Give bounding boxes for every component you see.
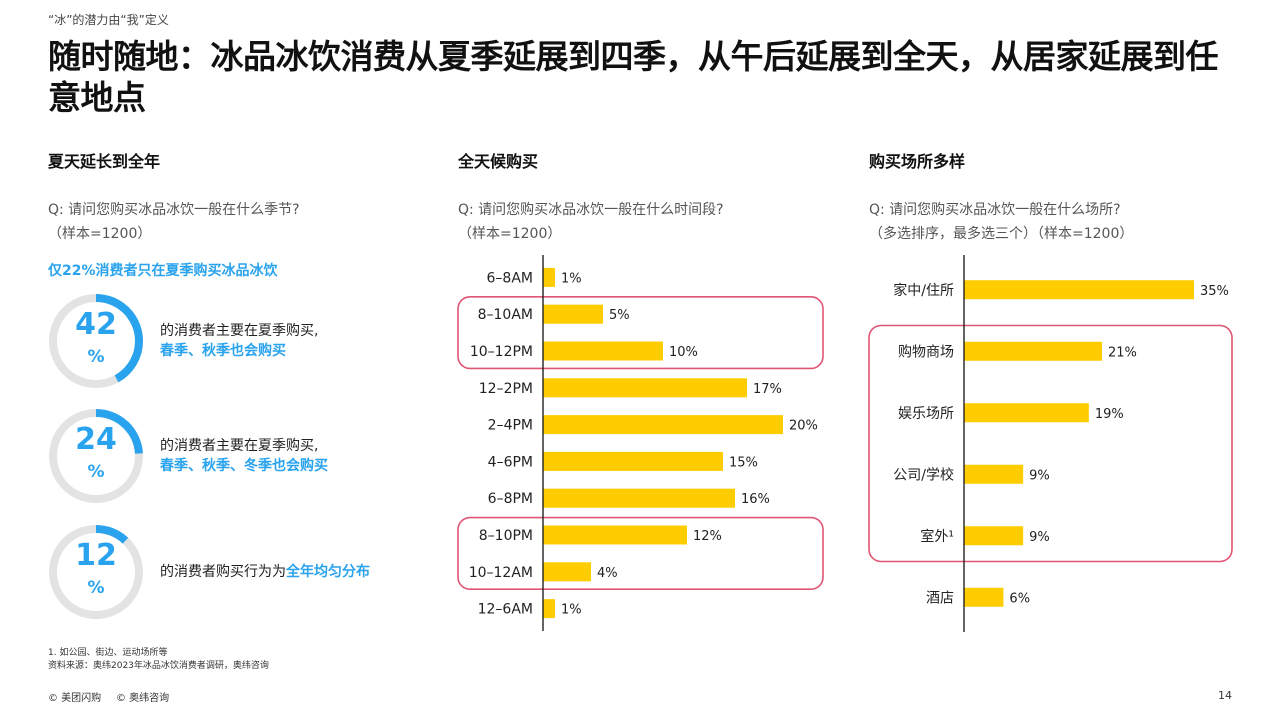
bar (543, 415, 783, 435)
page-title: 随时随地：冰品冰饮消费从夏季延展到四季，从午后延展到全天，从居家延展到任意地点 (48, 37, 1219, 117)
value-label: 6% (1009, 591, 1030, 606)
stat-2-line1: 的消费者主要在夏季购买, (160, 438, 319, 454)
value-label: 1% (561, 603, 582, 618)
ring-value: 12 (75, 538, 117, 573)
stat-2-description: 的消费者主要在夏季购买, 春季、秋季、冬季也会购买 (160, 436, 328, 476)
bar (543, 599, 555, 619)
right-question-text: Q: 请问您购买冰品冰饮一般在什么场所? (869, 202, 1121, 218)
stat-1-line2: 春季、秋季也会购买 (160, 343, 286, 359)
category-label: 娱乐场所 (898, 406, 954, 422)
copyright-meituan: © 美团闪购 (48, 693, 102, 704)
source-note: 资料来源：奥纬2023年冰品冰饮消费者调研，奥纬咨询 (48, 661, 269, 671)
stat-3-accent: 全年均匀分布 (286, 564, 370, 580)
bar (964, 280, 1194, 300)
value-label: 1% (561, 271, 582, 286)
bar (964, 403, 1089, 423)
ring-value: 24 (75, 422, 117, 457)
right-question: Q: 请问您购买冰品冰饮一般在什么场所? （多选排序，最多选三个）（样本=120… (869, 198, 1133, 246)
category-label: 公司/学校 (893, 466, 954, 483)
ring-chart (49, 409, 143, 503)
category-label: 购物商场 (898, 344, 954, 360)
middle-question-sample: （样本=1200） (458, 226, 562, 242)
bar (964, 587, 1004, 607)
category-label: 家中/住所 (893, 282, 954, 299)
value-label: 35% (1200, 284, 1229, 299)
ring-percent-sign: % (87, 578, 105, 598)
value-label: 10% (669, 345, 698, 360)
location-bar-chart: 家中/住所 35% 购物商场 21% 娱乐场所 19% 公司/学校 9% 室外¹ 9% 酒店 6% (866, 255, 1246, 635)
category-label: 酒店 (926, 590, 954, 606)
footnote-1: 1. 如公园、街边、运动场所等 (48, 648, 168, 658)
bar (543, 341, 663, 361)
highlight-box (457, 516, 824, 591)
middle-question-text: Q: 请问您购买冰品冰饮一般在什么时间段? (458, 202, 724, 218)
left-question-text: Q: 请问您购买冰品冰饮一般在什么季节? (48, 202, 300, 218)
middle-question: Q: 请问您购买冰品冰饮一般在什么时间段? （样本=1200） (458, 198, 724, 246)
ring-percent-sign: % (87, 462, 105, 482)
right-question-sample: （多选排序，最多选三个）（样本=1200） (869, 226, 1134, 242)
category-label: 6–8PM (488, 491, 533, 507)
category-label: 8–10PM (479, 528, 533, 544)
ring-stat-2: 24 % (48, 408, 144, 504)
supertitle: “冰”的潜力由“我”定义 (48, 13, 169, 27)
location-chart-svg: 家中/住所 35% 购物商场 21% 娱乐场所 19% 公司/学校 9% 室外¹ 9% 酒店 6% (868, 255, 1233, 632)
value-label: 16% (741, 492, 770, 507)
value-label: 9% (1029, 530, 1050, 545)
left-question: Q: 请问您购买冰品冰饮一般在什么季节? （样本=1200） (48, 198, 300, 246)
ring-chart (49, 525, 143, 619)
ring-stat-1: 42 % (48, 293, 144, 389)
bar (964, 464, 1024, 484)
time-of-day-chart-svg: 6–8AM 1% 8–10AM 5% 10–12PM 10% 12–2PM 17% 2–4PM 2… (457, 255, 824, 631)
page-number: 14 (1218, 689, 1232, 702)
value-label: 21% (1108, 345, 1137, 360)
category-label: 4–6PM (488, 454, 533, 470)
value-label: 9% (1029, 468, 1050, 483)
highlight-statement: 仅22%消费者只在夏季购买冰品冰饮 (48, 263, 278, 279)
value-label: 4% (597, 566, 618, 581)
ring-value: 42 (75, 307, 117, 342)
highlight-box (868, 324, 1233, 563)
value-label: 12% (693, 529, 722, 544)
value-label: 17% (753, 382, 782, 397)
bar (543, 562, 591, 582)
highlight-box (457, 295, 824, 370)
bar (964, 341, 1102, 361)
bar (543, 525, 687, 545)
bar (543, 488, 735, 508)
left-question-sample: （样本=1200） (48, 226, 152, 242)
stat-3-prefix: 的消费者购买行为为 (160, 564, 286, 580)
ring-chart (49, 294, 143, 388)
bar (543, 378, 747, 398)
stat-3-description: 的消费者购买行为为全年均匀分布 (160, 562, 370, 582)
middle-heading: 全天候购买 (458, 152, 539, 171)
ring-percent-sign: % (87, 347, 105, 367)
category-label: 8–10AM (478, 307, 533, 323)
stat-1-line1: 的消费者主要在夏季购买, (160, 323, 319, 339)
category-label: 12–2PM (479, 381, 533, 397)
copyright-oliver-wyman: © 奥纬咨询 (116, 693, 170, 704)
category-label: 2–4PM (488, 418, 533, 434)
category-label: 10–12PM (470, 344, 533, 360)
value-label: 20% (789, 419, 818, 434)
value-label: 19% (1095, 407, 1124, 422)
value-label: 15% (729, 455, 758, 470)
value-label: 5% (609, 308, 630, 323)
bar (543, 451, 723, 471)
right-heading: 购买场所多样 (869, 152, 966, 171)
category-label: 室外¹ (920, 528, 954, 545)
category-label: 12–6AM (478, 602, 533, 618)
bar (543, 304, 603, 324)
time-of-day-bar-chart: 6–8AM 1% 8–10AM 5% 10–12PM 10% 12–2PM 17% 2–4PM 2… (457, 255, 838, 635)
category-label: 10–12AM (469, 565, 533, 581)
stat-1-description: 的消费者主要在夏季购买, 春季、秋季也会购买 (160, 321, 318, 361)
category-label: 6–8AM (487, 270, 533, 286)
ring-stat-3: 12 % (48, 524, 144, 620)
stat-2-line2: 春季、秋季、冬季也会购买 (160, 458, 328, 474)
bar (964, 526, 1024, 546)
left-heading: 夏天延长到全年 (48, 152, 161, 171)
bar (543, 267, 555, 287)
